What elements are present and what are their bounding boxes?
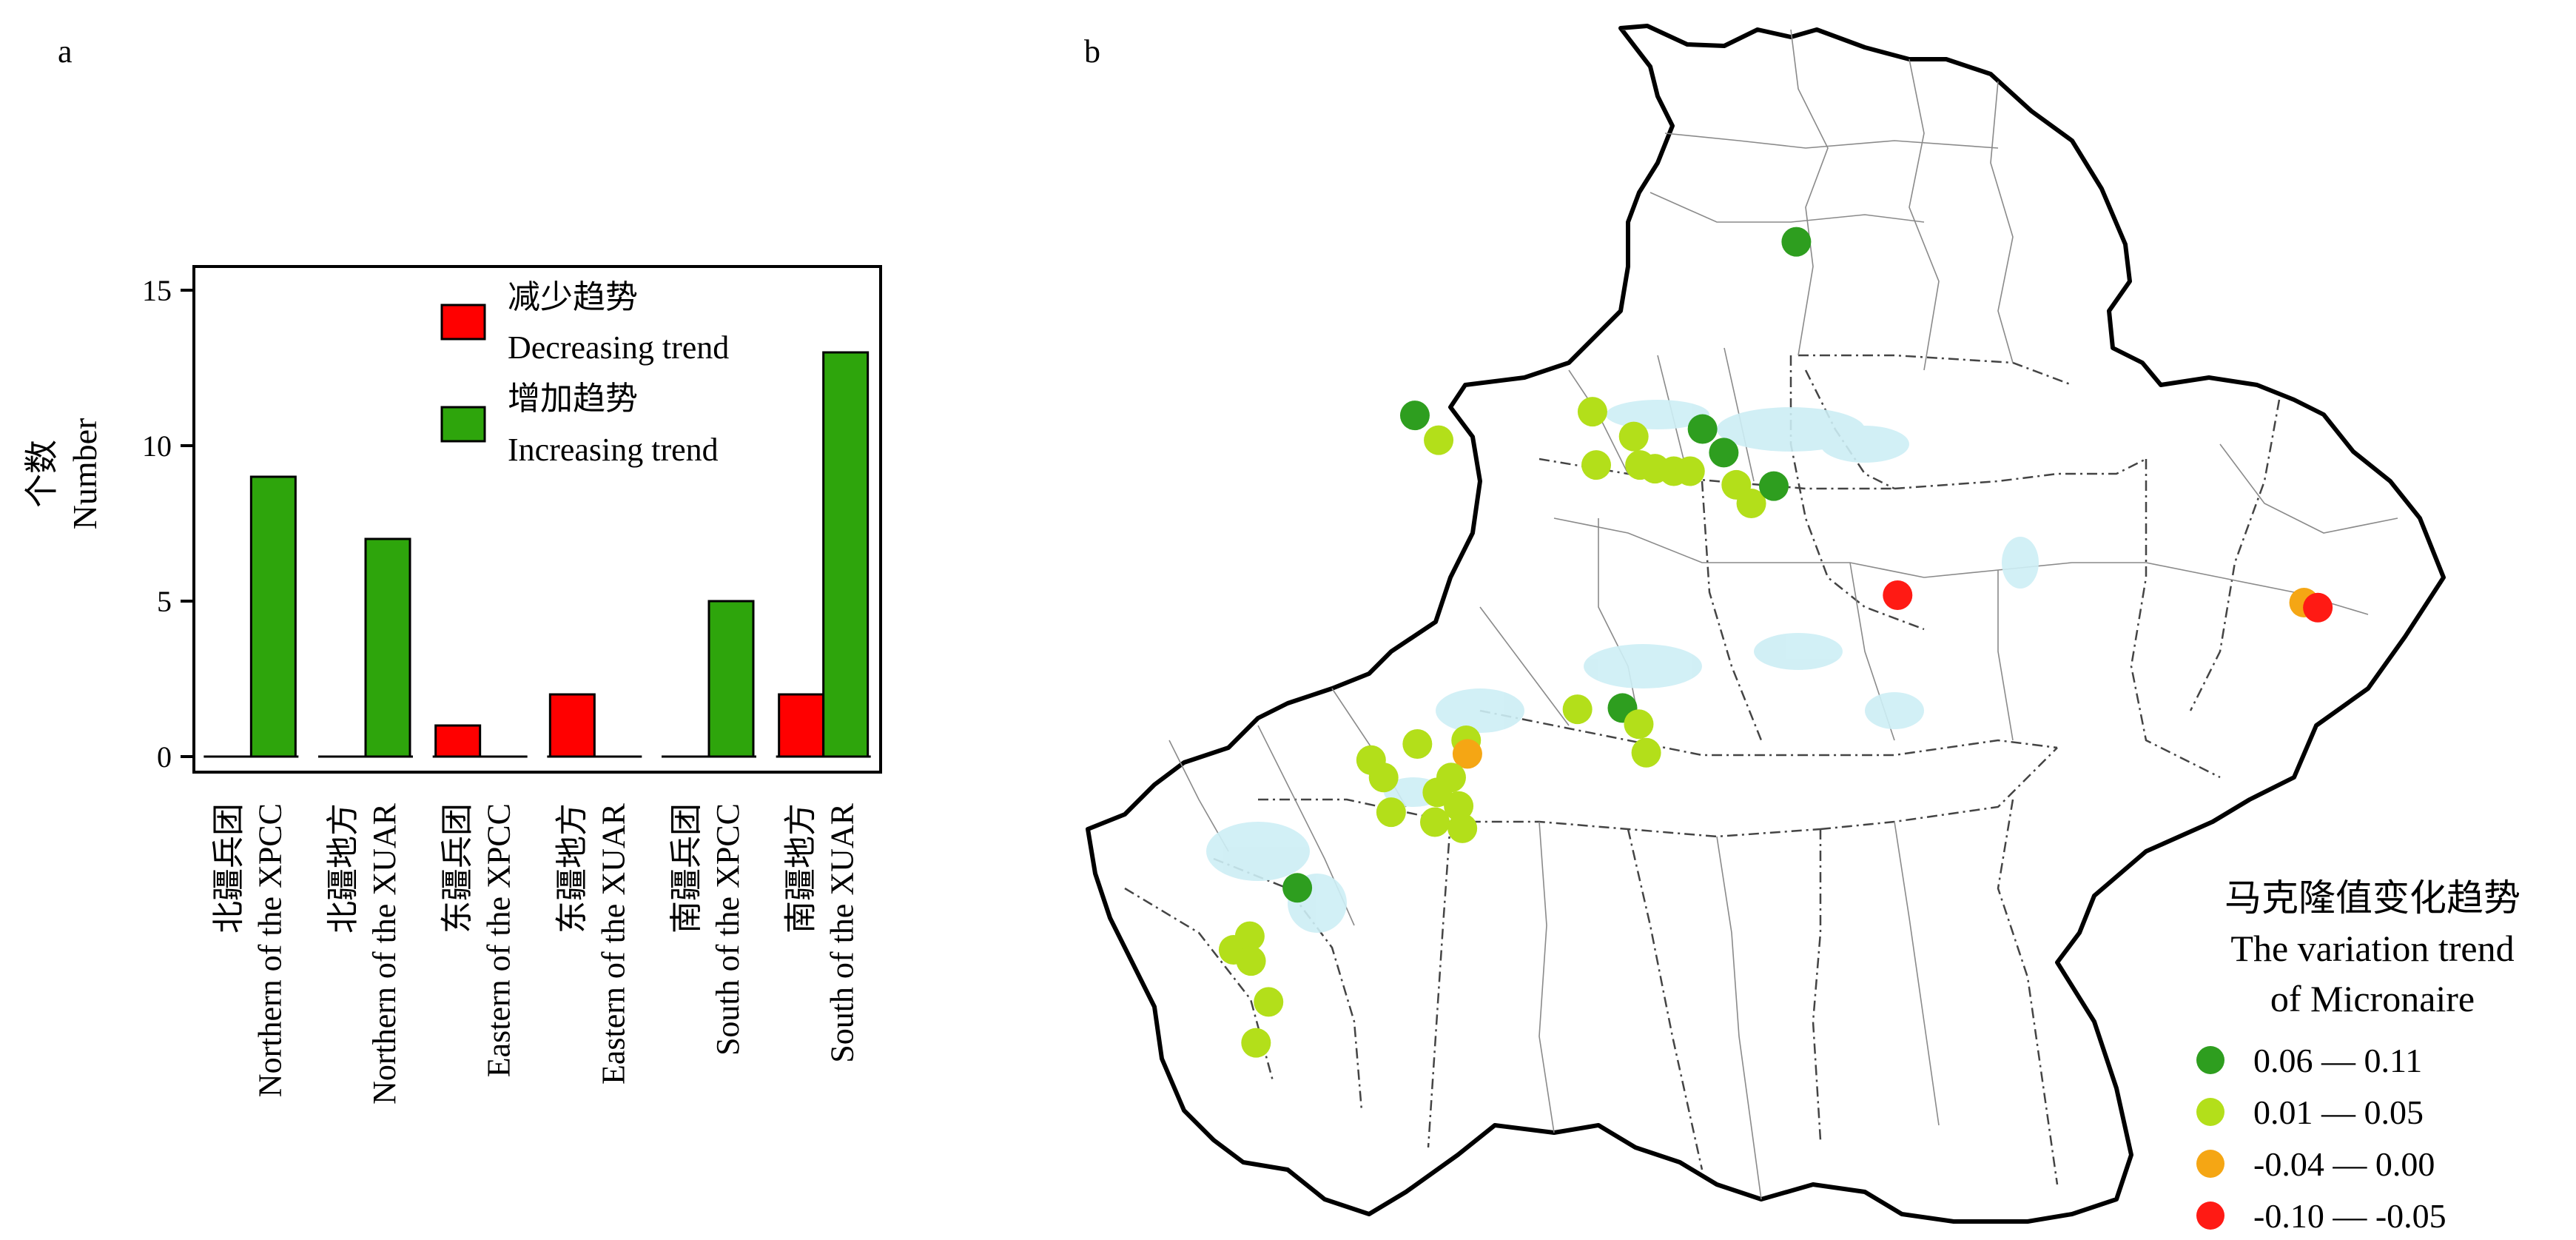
map-legend-label: 0.01 — 0.05: [2253, 1093, 2424, 1131]
legend-swatch-increasing: [440, 406, 486, 443]
bar-decreasing: [548, 693, 596, 758]
legend-label-increasing-cn: 增加趋势: [508, 381, 638, 417]
map-points: [1218, 227, 2333, 1058]
y-tick-label: 0: [157, 740, 172, 774]
bar-chart: 个数 Number 0 5 10 15 北疆兵团 Northern of the XPC…: [23, 265, 882, 1105]
map-legend-label: -0.04 — 0.00: [2253, 1145, 2435, 1183]
category-label-en: Eastern of the XUAR: [595, 802, 631, 1085]
y-tick-label: 15: [142, 274, 172, 307]
category-label-en: Eastern of the XPCC: [481, 803, 517, 1077]
map-point: [1419, 807, 1450, 837]
y-tick-label: 10: [142, 429, 172, 463]
map-point: [1883, 580, 1913, 610]
panel-a-letter: a: [58, 33, 73, 70]
map-legend-title-cn: 马克隆值变化趋势: [2224, 877, 2520, 919]
map-point: [1424, 425, 1454, 455]
y-ticks: 0 5 10 15: [142, 274, 194, 774]
y-axis-label-cn: 个数: [23, 440, 61, 508]
bar-legend: 减少趋势 Decreasing trend 增加趋势 Increasing tr…: [440, 279, 729, 468]
map-point: [1447, 813, 1478, 843]
map-legend-title-en-1: The variation trend: [2230, 928, 2514, 969]
map-point: [1452, 739, 1482, 769]
bar-decreasing: [434, 724, 482, 758]
category-labels: 北疆兵团 Northern of the XPCC 北疆地方 Northern of …: [210, 802, 860, 1105]
category-label-cn: 南疆兵团: [668, 803, 704, 934]
map-point: [1577, 397, 1607, 427]
category-label-cn: 东疆地方: [554, 803, 590, 934]
map-legend-label: -0.10 — -0.05: [2253, 1197, 2446, 1235]
bar-increasing: [822, 351, 870, 758]
map-point: [1376, 797, 1406, 828]
map-point: [1781, 227, 1812, 257]
bar-increasing: [249, 475, 297, 758]
legend-label-decreasing-cn: 减少趋势: [508, 279, 638, 315]
category-label-cn: 东疆兵团: [440, 803, 476, 934]
map-point: [1675, 456, 1705, 486]
y-tick-label: 5: [157, 585, 172, 618]
bar-decreasing: [778, 693, 825, 758]
map-point: [1444, 791, 1474, 821]
map-panel: 马克隆值变化趋势 The variation trend of Micronai…: [1086, 24, 2520, 1235]
map-point: [1234, 921, 1265, 951]
category-label-en: Northern of the XUAR: [366, 802, 403, 1105]
category-label-en: South of the XUAR: [824, 802, 861, 1062]
map-legend-items: 0.06 — 0.11 0.01 — 0.05 -0.04 — 0.00 -0.10 …: [2196, 1042, 2446, 1235]
region-boundary: [1086, 24, 2446, 1224]
map-legend-title-en-2: of Micronaire: [2270, 978, 2475, 1019]
map-point: [1241, 1028, 1271, 1058]
map-point: [1624, 709, 1654, 740]
category-label-cn: 北疆地方: [325, 803, 361, 934]
map-legend-dot: [2196, 1150, 2224, 1178]
map-point: [1736, 489, 1766, 519]
map-point: [2303, 592, 2333, 623]
category-label-cn: 北疆兵团: [210, 803, 246, 934]
category-label-cn: 南疆地方: [783, 803, 819, 934]
legend-swatch-decreasing: [440, 304, 486, 341]
map-point: [1368, 763, 1399, 793]
plot-frame: [192, 265, 882, 774]
map-point: [1562, 694, 1593, 725]
category-label-en: South of the XPCC: [710, 803, 746, 1056]
category-label-en: Northern of the XPCC: [252, 803, 288, 1097]
bar-increasing: [364, 537, 411, 758]
bar-increasing: [707, 600, 755, 758]
map-legend-label: 0.06 — 0.11: [2253, 1042, 2422, 1079]
y-axis-label-en: Number: [66, 418, 104, 530]
legend-label-increasing-en: Increasing trend: [508, 432, 719, 468]
map-legend-dot: [2196, 1098, 2224, 1126]
map-point: [1399, 401, 1430, 431]
map-point: [1282, 873, 1313, 903]
panel-b-letter: b: [1084, 33, 1100, 70]
map-point: [1618, 421, 1649, 452]
map-point: [1422, 777, 1453, 808]
map-point: [1402, 729, 1433, 759]
map-point: [1236, 946, 1266, 976]
map-legend: 马克隆值变化趋势 The variation trend of Micronai…: [2196, 877, 2520, 1235]
map-legend-dot: [2196, 1202, 2224, 1230]
legend-label-decreasing-en: Decreasing trend: [508, 329, 729, 366]
map-point: [1687, 414, 1718, 444]
map-point: [1581, 450, 1611, 480]
map-point: [1709, 438, 1739, 468]
map-point: [1254, 987, 1284, 1017]
map-legend-dot: [2196, 1046, 2224, 1074]
map-point: [1631, 737, 1661, 768]
map-point: [1758, 471, 1789, 501]
